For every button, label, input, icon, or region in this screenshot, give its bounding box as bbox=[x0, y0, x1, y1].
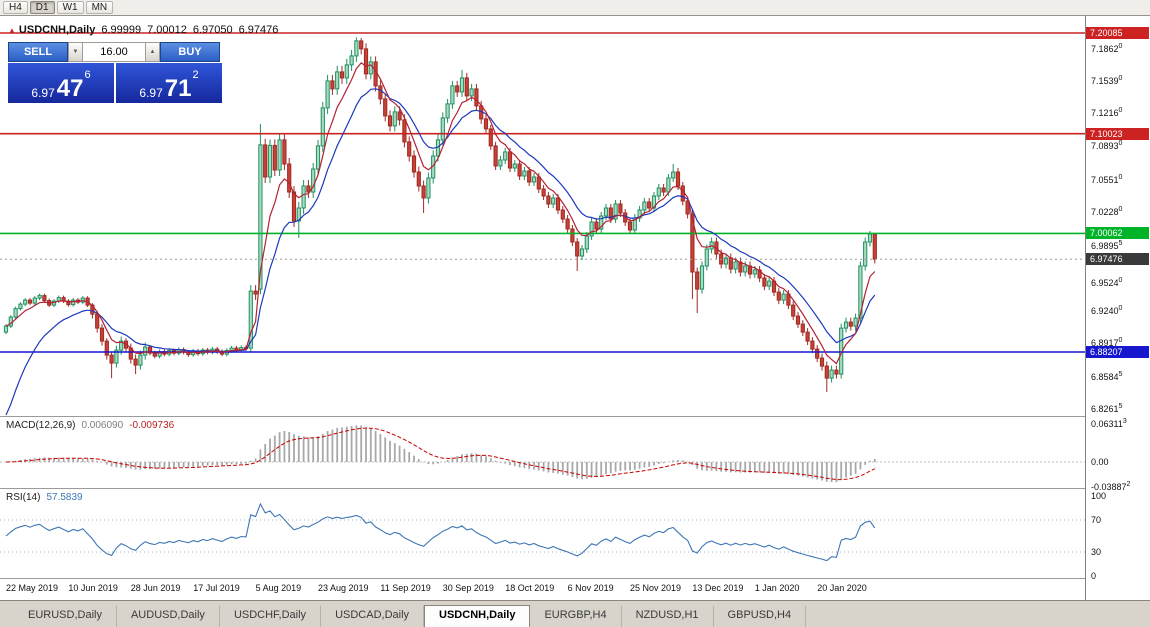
candles bbox=[3, 37, 877, 393]
chart-tabs-bar: EURUSD,Daily AUDUSD,Daily USDCHF,Daily USDC… bbox=[0, 600, 1150, 627]
rsi-axis-label: 70 bbox=[1091, 515, 1102, 525]
price-axis-tick: 6.82615 bbox=[1091, 403, 1123, 414]
price-axis-tick: 7.02280 bbox=[1091, 206, 1123, 218]
macd-axis-label: -0.038872 bbox=[1091, 481, 1131, 492]
rsi-axis-label: 0 bbox=[1091, 571, 1097, 581]
lot-increase-button[interactable]: ▲ bbox=[145, 42, 160, 62]
timeframe-toolbar: H4 D1 W1 MN bbox=[0, 0, 1150, 16]
rsi-indicator-label: RSI(14) 57.5839 bbox=[6, 492, 83, 503]
macd-pane[interactable] bbox=[0, 417, 1085, 488]
sell-price-base: 6.97 bbox=[31, 86, 55, 100]
chart-window: ▲ USDCNH,Daily 6.99999 7.00012 6.97050 6.9747… bbox=[0, 16, 1150, 600]
time-axis-label: 11 Sep 2019 bbox=[380, 583, 431, 593]
level-price-label: 6.88207 bbox=[1086, 346, 1149, 358]
current-price-label: 6.97476 bbox=[1086, 253, 1149, 266]
sell-price-display[interactable]: 6.97 47 6 bbox=[8, 63, 114, 103]
pane-separator[interactable] bbox=[0, 488, 1150, 489]
price-axis-tick: 7.12160 bbox=[1091, 107, 1123, 119]
timeframe-button-w1[interactable]: W1 bbox=[56, 1, 84, 14]
chart-tab-eurusd-daily[interactable]: EURUSD,Daily bbox=[14, 606, 117, 627]
price-axis-tick: 6.95240 bbox=[1091, 276, 1123, 288]
time-axis-label: 23 Aug 2019 bbox=[318, 583, 369, 593]
buy-price-base: 6.97 bbox=[139, 86, 163, 100]
buy-price-pips: 71 bbox=[164, 75, 192, 102]
buy-button[interactable]: BUY bbox=[160, 42, 220, 62]
time-axis-label: 5 Aug 2019 bbox=[255, 583, 302, 593]
time-axis-label: 6 Nov 2019 bbox=[567, 583, 614, 593]
sell-button[interactable]: SELL bbox=[8, 42, 68, 62]
ohlc-close: 6.97476 bbox=[238, 24, 279, 36]
rsi-pane[interactable] bbox=[0, 489, 1085, 578]
price-axis-tick: 6.92400 bbox=[1091, 305, 1123, 317]
level-price-label: 7.20085 bbox=[1086, 27, 1149, 39]
sell-price-pips: 47 bbox=[56, 75, 84, 102]
ohlc-low: 6.97050 bbox=[192, 24, 233, 36]
time-axis[interactable]: 22 May 2019 10 Jun 2019 28 Jun 2019 17 Jul … bbox=[0, 579, 1085, 600]
time-axis-label: 22 May 2019 bbox=[6, 583, 59, 593]
time-axis-label: 10 Jun 2019 bbox=[68, 583, 118, 593]
time-axis-label: 25 Nov 2019 bbox=[630, 583, 682, 593]
price-axis-tick: 6.85845 bbox=[1091, 370, 1123, 382]
chart-tab-usdcad-daily[interactable]: USDCAD,Daily bbox=[321, 606, 425, 627]
chart-title: ▲ USDCNH,Daily 6.99999 7.00012 6.97050 6.9747… bbox=[8, 24, 278, 36]
buy-price-display[interactable]: 6.97 71 2 bbox=[116, 63, 222, 103]
sell-price-point: 6 bbox=[84, 69, 91, 81]
price-axis-tick: 6.89170 bbox=[1091, 337, 1123, 349]
price-axis[interactable]: 7.18620 7.15390 7.12160 7.08930 7.05510 7.022… bbox=[1085, 16, 1150, 600]
pane-separator[interactable] bbox=[0, 416, 1150, 417]
chevron-up-icon: ▲ bbox=[149, 49, 156, 55]
chart-tab-usdcnh-daily[interactable]: USDCNH,Daily bbox=[424, 605, 531, 627]
chart-tab-eurgbp-h4[interactable]: EURGBP,H4 bbox=[530, 606, 622, 627]
price-axis-tick: 7.15390 bbox=[1091, 75, 1123, 86]
rsi-name: RSI(14) bbox=[6, 492, 41, 503]
lot-decrease-button[interactable]: ▼ bbox=[68, 42, 83, 62]
macd-main-value: 0.006090 bbox=[81, 420, 124, 431]
time-axis-label: 13 Dec 2019 bbox=[692, 583, 744, 593]
chart-symbol-label: USDCNH,Daily bbox=[18, 24, 96, 36]
pane-separator bbox=[0, 578, 1150, 579]
level-price-label: 7.00062 bbox=[1086, 227, 1149, 240]
price-axis-tick: 7.18620 bbox=[1091, 42, 1123, 54]
rsi-value: 57.5839 bbox=[46, 492, 83, 503]
ma-slow-line bbox=[5, 88, 876, 416]
price-axis-tick: 7.05510 bbox=[1091, 173, 1123, 185]
time-axis-label: 20 Jan 2020 bbox=[817, 583, 867, 593]
ma-fast-line bbox=[5, 62, 876, 365]
timeframe-button-d1[interactable]: D1 bbox=[29, 1, 55, 14]
price-chart-canvas[interactable] bbox=[0, 16, 1085, 416]
macd-histogram bbox=[9, 425, 876, 483]
chart-tab-usdchf-daily[interactable]: USDCHF,Daily bbox=[220, 606, 322, 627]
macd-signal-value: -0.009736 bbox=[129, 420, 175, 431]
timeframe-button-h4[interactable]: H4 bbox=[3, 1, 28, 14]
macd-signal-line bbox=[5, 427, 876, 481]
macd-axis-label: 0.00 bbox=[1091, 457, 1109, 467]
rsi-line bbox=[5, 502, 876, 562]
time-axis-label: 18 Oct 2019 bbox=[505, 583, 555, 593]
price-axis-tick: 7.08930 bbox=[1091, 139, 1123, 151]
rsi-axis-label: 30 bbox=[1091, 547, 1102, 557]
chevron-down-icon: ▼ bbox=[72, 49, 79, 55]
buy-price-point: 2 bbox=[192, 69, 199, 81]
chart-tab-gbpusd-h4[interactable]: GBPUSD,H4 bbox=[714, 606, 807, 627]
timeframe-button-mn[interactable]: MN bbox=[85, 1, 114, 14]
lot-size-input[interactable] bbox=[83, 42, 145, 62]
macd-axis-label: 0.063113 bbox=[1091, 417, 1127, 429]
symbol-marker-icon: ▲ bbox=[8, 26, 16, 35]
price-axis-tick: 6.98955 bbox=[1091, 239, 1123, 251]
macd-name: MACD(12,26,9) bbox=[6, 420, 76, 431]
time-axis-label: 1 Jan 2020 bbox=[754, 583, 800, 593]
macd-indicator-label: MACD(12,26,9) 0.006090 -0.009736 bbox=[6, 420, 174, 431]
ohlc-high: 7.00012 bbox=[147, 24, 187, 36]
time-axis-label: 17 Jul 2019 bbox=[193, 583, 240, 593]
level-price-label: 7.10023 bbox=[1086, 127, 1149, 140]
time-axis-label: 30 Sep 2019 bbox=[442, 583, 494, 593]
ohlc-open: 6.99999 bbox=[101, 24, 142, 36]
chart-tab-nzdusd-h1[interactable]: NZDUSD,H1 bbox=[622, 606, 714, 627]
rsi-axis-label: 100 bbox=[1091, 491, 1107, 501]
chart-tab-audusd-daily[interactable]: AUDUSD,Daily bbox=[117, 606, 220, 627]
time-axis-label: 28 Jun 2019 bbox=[130, 583, 181, 593]
